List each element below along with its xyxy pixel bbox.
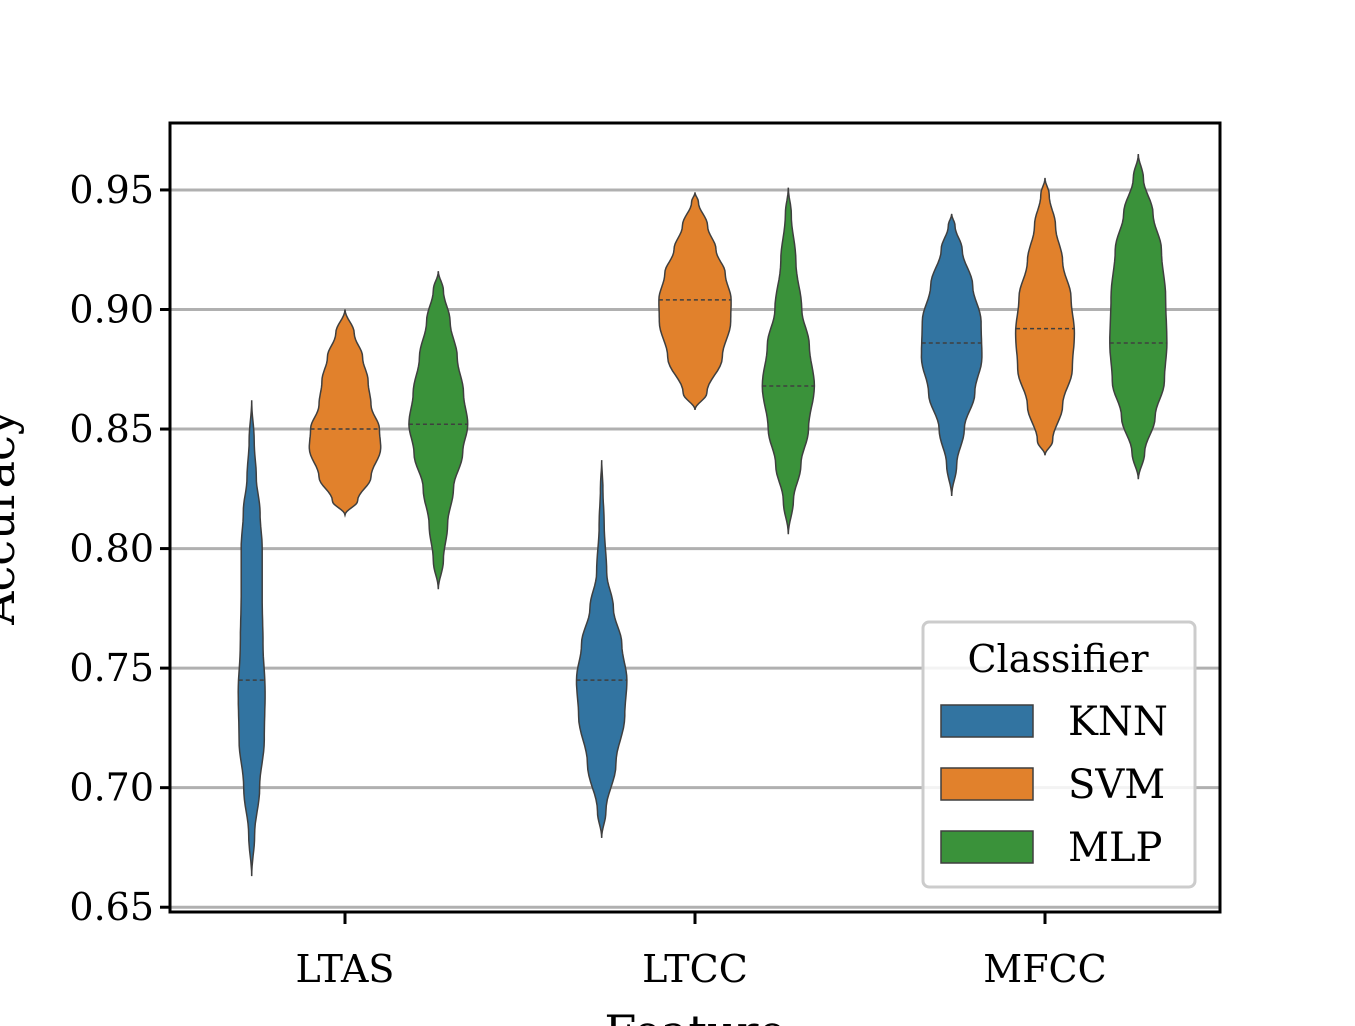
y-tick-label: 0.65 [69, 885, 154, 929]
legend-title: Classifier [967, 637, 1149, 681]
y-tick-label: 0.80 [69, 527, 154, 571]
y-axis: 0.65 0.70 0.75 0.80 0.85 0.90 0.95 [69, 168, 170, 929]
violin-svm-ltcc [658, 192, 732, 411]
x-tick-label: MFCC [983, 947, 1106, 991]
legend-swatch [940, 704, 1034, 738]
violin-svm-mfcc [1014, 177, 1076, 456]
legend-swatch [940, 767, 1034, 801]
violins [237, 154, 1168, 877]
legend-label: MLP [1068, 825, 1162, 871]
violin-knn-mfcc [920, 213, 983, 497]
y-tick-label: 0.75 [69, 646, 154, 690]
x-tick-label: LTAS [296, 947, 395, 991]
y-axis-label: Accuracy [0, 409, 25, 626]
legend-label: SVM [1068, 762, 1165, 808]
legend-box [921, 620, 1197, 889]
violin-mlp-mfcc [1109, 154, 1168, 480]
y-tick-label: 0.90 [69, 287, 154, 331]
y-tick-label: 0.85 [69, 407, 154, 451]
violin-mlp-ltcc [761, 187, 816, 535]
legend-swatch [940, 830, 1034, 864]
x-axis-label: Feature [604, 1005, 785, 1026]
violin-knn-ltas [237, 400, 266, 877]
y-tick-label: 0.95 [69, 168, 154, 212]
legend: Classifier KNN SVM MLP [921, 620, 1197, 889]
x-tick-label: LTCC [642, 947, 748, 991]
legend-label: KNN [1068, 699, 1168, 745]
violin-mlp-ltas [408, 271, 469, 590]
x-axis: LTAS LTCC MFCC [296, 912, 1107, 991]
violin-knn-ltcc [575, 460, 628, 838]
violin-svm-ltas [308, 309, 382, 518]
y-tick-label: 0.70 [69, 766, 154, 810]
